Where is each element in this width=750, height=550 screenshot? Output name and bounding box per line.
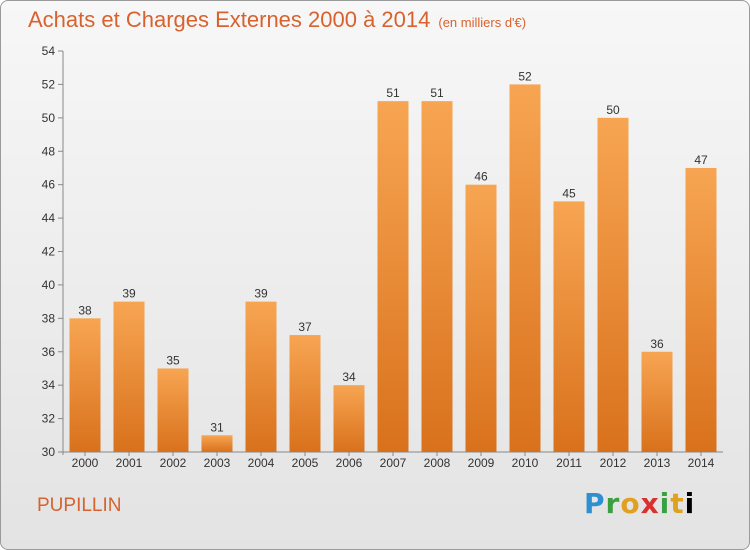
bar-value-label: 50 (606, 103, 620, 117)
y-tick-label: 38 (42, 311, 56, 325)
y-tick-label: 54 (42, 44, 56, 58)
x-tick-label: 2009 (468, 456, 495, 470)
bar (245, 301, 277, 452)
bar (333, 385, 365, 452)
bar (113, 301, 145, 452)
bar-value-label: 37 (298, 320, 312, 334)
bar-value-label: 31 (210, 420, 224, 434)
logo-letter: r (605, 487, 621, 520)
logo-letter: i (659, 487, 671, 520)
bar-value-label: 39 (254, 287, 268, 301)
y-tick-label: 48 (42, 144, 56, 158)
x-tick-label: 2001 (116, 456, 143, 470)
bar (421, 101, 453, 452)
x-tick-label: 2003 (204, 456, 231, 470)
y-tick-label: 42 (42, 245, 56, 259)
bar-value-label: 52 (518, 69, 532, 83)
bar-value-label: 51 (386, 86, 400, 100)
x-tick-label: 2011 (556, 456, 582, 470)
bar-value-label: 34 (342, 370, 356, 384)
bar-value-label: 46 (474, 170, 488, 184)
y-tick-label: 40 (42, 278, 56, 292)
y-tick-label: 36 (42, 345, 56, 359)
y-tick-label: 30 (42, 445, 56, 459)
bar-value-label: 51 (430, 86, 444, 100)
x-tick-label: 2010 (512, 456, 539, 470)
x-tick-label: 2004 (248, 456, 275, 470)
bar (685, 167, 717, 453)
bar-value-label: 47 (694, 153, 708, 167)
x-tick-label: 2008 (424, 456, 451, 470)
x-tick-label: 2005 (292, 456, 319, 470)
commune-name: PUPILLIN (37, 495, 122, 516)
x-tick-label: 2002 (160, 456, 187, 470)
y-tick-label: 34 (42, 378, 56, 392)
bar (465, 184, 497, 452)
bar (157, 368, 189, 452)
y-tick-label: 50 (42, 111, 56, 125)
y-tick-label: 44 (42, 211, 56, 225)
chart-title: Achats et Charges Externes 2000 à 2014 (e… (28, 7, 526, 33)
x-tick-label: 2014 (688, 456, 715, 470)
x-tick-label: 2012 (600, 456, 627, 470)
proxiti-logo: Proxiti (584, 487, 695, 520)
bar (201, 435, 233, 452)
bar (553, 201, 585, 452)
bar-value-label: 35 (166, 353, 180, 367)
bar (597, 117, 629, 452)
bar-value-label: 38 (78, 303, 92, 317)
x-tick-label: 2013 (644, 456, 671, 470)
logo-letter: P (584, 487, 606, 520)
bar (69, 318, 101, 452)
y-tick-label: 52 (42, 77, 56, 91)
x-tick-label: 2006 (336, 456, 363, 470)
bar-value-label: 45 (562, 186, 576, 200)
logo-letter: i (684, 487, 696, 520)
logo-letter: o (620, 487, 641, 520)
bar (509, 84, 541, 453)
x-tick-label: 2007 (380, 456, 407, 470)
unit-label: (en milliers d'€) (438, 15, 527, 30)
y-tick-label: 46 (42, 178, 56, 192)
bar (289, 335, 321, 452)
logo-letter: t (670, 487, 685, 520)
bar-value-label: 39 (122, 287, 136, 301)
x-tick-label: 2000 (72, 456, 99, 470)
bar (641, 351, 673, 452)
logo-letter: x (640, 487, 660, 520)
y-tick-label: 32 (42, 412, 56, 426)
title-text: Achats et Charges Externes 2000 à 2014 (28, 7, 431, 32)
bar-value-label: 36 (650, 337, 664, 351)
bar (377, 101, 409, 452)
